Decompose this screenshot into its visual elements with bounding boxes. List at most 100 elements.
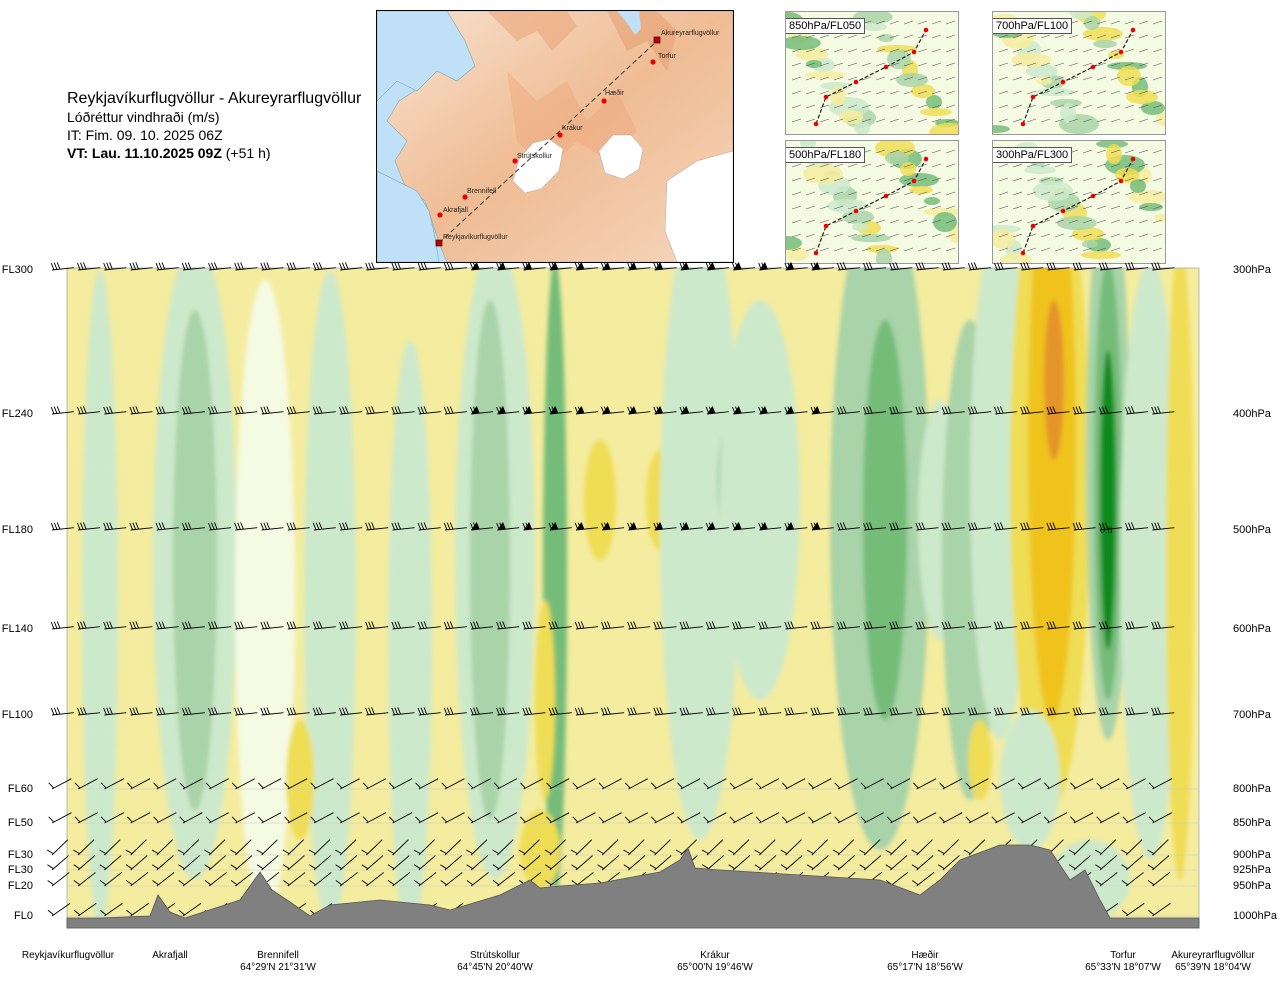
wind-barb <box>1095 872 1118 887</box>
wind-barb <box>994 262 1018 271</box>
map-barb <box>1124 233 1135 238</box>
wind-barb <box>1046 707 1070 716</box>
wind-barb <box>522 406 546 415</box>
map-barb <box>1012 76 1023 81</box>
map-barb <box>931 90 942 95</box>
map-barb <box>875 90 886 95</box>
level-map-850: 850hPa/FL050 <box>785 11 959 135</box>
map-contour <box>806 60 822 68</box>
location-name: Torfur <box>1110 950 1136 961</box>
wind-barb <box>312 621 336 630</box>
map-barb <box>889 219 900 224</box>
map-barb <box>903 247 914 252</box>
field-contour <box>82 270 118 928</box>
wind-barb <box>1072 262 1096 271</box>
level-map-label-300: 300hPa/FL300 <box>993 147 1073 163</box>
wind-barb <box>1096 778 1120 790</box>
wind-barb <box>50 262 74 271</box>
map-barb <box>1082 205 1093 210</box>
wind-barb <box>522 522 546 531</box>
wind-barb <box>834 812 858 824</box>
map-barb <box>931 177 942 182</box>
map-barb <box>861 191 872 196</box>
wind-barb <box>77 262 101 271</box>
wind-barb <box>627 262 651 271</box>
map-barb <box>875 163 886 168</box>
map-barb <box>1040 163 1051 168</box>
map-barb <box>1110 247 1121 252</box>
wind-barb <box>732 262 756 271</box>
map-barb <box>1096 191 1107 196</box>
wind-barb <box>574 406 598 415</box>
map-barb <box>889 62 900 67</box>
wind-barb <box>889 707 913 716</box>
wind-barb <box>915 262 939 271</box>
wind-barb <box>103 621 127 630</box>
wind-barb <box>308 839 331 856</box>
wind-barb <box>470 522 494 531</box>
wind-barb <box>205 778 229 790</box>
wind-barb <box>260 262 284 271</box>
wind-barb <box>339 262 363 271</box>
map-barb <box>1096 233 1107 238</box>
wind-barb <box>443 522 467 531</box>
map-barb <box>1096 149 1107 154</box>
wind-barb <box>623 839 645 856</box>
map-barb <box>945 34 956 39</box>
map-barb <box>998 90 1009 95</box>
map-barb <box>861 219 872 224</box>
map-barb <box>1110 191 1121 196</box>
map-barb <box>917 219 928 224</box>
wind-barb <box>597 855 620 871</box>
map-contour <box>1156 112 1165 126</box>
map-waypoint <box>823 94 829 100</box>
map-barb <box>1054 48 1065 53</box>
map-contour <box>911 84 935 98</box>
wind-barb <box>1072 522 1096 531</box>
map-barb <box>1040 191 1051 196</box>
map-barb <box>998 191 1009 196</box>
map-barb <box>875 149 886 154</box>
map-barb <box>1110 90 1121 95</box>
map-barb <box>861 177 872 182</box>
map-barb <box>1096 76 1107 81</box>
map-barb <box>1096 205 1107 210</box>
map-barb <box>945 62 956 67</box>
map-barb <box>889 191 900 196</box>
wind-barb <box>181 262 205 271</box>
wind-barb <box>1148 812 1173 824</box>
map-contour <box>830 86 846 106</box>
wind-barb <box>967 262 991 271</box>
map-barb <box>917 205 928 210</box>
map-barb <box>1068 62 1079 67</box>
map-barb <box>998 62 1009 67</box>
wind-barb <box>810 522 834 531</box>
wind-barb <box>941 406 965 415</box>
wind-barb <box>413 855 436 871</box>
wind-barb <box>937 839 959 856</box>
map-barb <box>847 233 858 238</box>
wind-barb <box>627 707 651 716</box>
map-barb <box>861 118 872 123</box>
map-barb <box>861 34 872 39</box>
wind-barb <box>496 262 520 271</box>
wind-barb <box>544 855 567 871</box>
wind-barb <box>417 707 441 716</box>
map-barb <box>805 62 816 67</box>
map-barb <box>998 177 1009 182</box>
map-waypoint <box>813 250 819 256</box>
wind-barb <box>286 262 310 271</box>
wind-barb <box>125 855 148 871</box>
wind-barb <box>312 262 336 271</box>
wind-barb <box>732 522 756 531</box>
map-barb <box>833 163 844 168</box>
map-barb <box>1096 247 1107 252</box>
map-barb <box>1040 219 1051 224</box>
wind-barb <box>492 839 514 856</box>
map-barb <box>945 191 956 196</box>
map-barb <box>847 118 858 123</box>
map-barb <box>1026 163 1037 168</box>
map-contour <box>1129 190 1165 204</box>
wind-barb <box>1121 839 1143 856</box>
